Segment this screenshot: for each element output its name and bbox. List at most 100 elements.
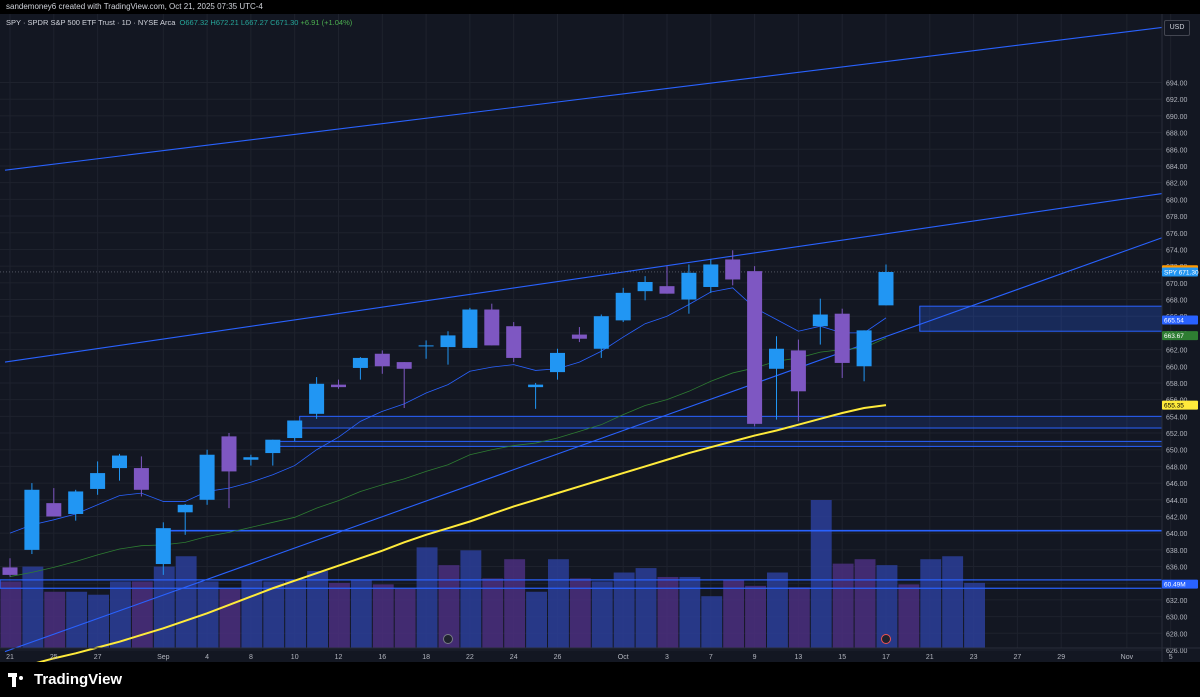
x-tick-label: 12: [335, 654, 343, 661]
volume-bar: [307, 571, 328, 648]
volume-bar: [591, 581, 613, 648]
support-zone: [919, 305, 1163, 332]
candle-body: [462, 309, 478, 348]
high-value: H672.21: [210, 18, 239, 27]
candle-body: [747, 271, 763, 424]
y-tick-label: 642.00: [1166, 514, 1188, 521]
volume-bar: [613, 572, 635, 648]
y-tick-label: 654.00: [1166, 414, 1188, 421]
y-tick-label: 668.00: [1166, 298, 1188, 305]
candle-body: [352, 357, 368, 368]
x-tick-label: 21: [926, 654, 934, 661]
volume-bar: [394, 588, 416, 648]
volume-bar: [920, 559, 942, 648]
grid-lines: [0, 14, 1200, 662]
x-tick-label: 25: [50, 654, 58, 661]
y-tick-label: 630.00: [1166, 615, 1188, 622]
y-tick-label: 670.00: [1166, 281, 1188, 288]
chart-header-bar: sandemoney6 created with TradingView.com…: [0, 0, 1200, 14]
y-tick-label: 690.00: [1166, 114, 1188, 121]
support-zone: [299, 415, 1163, 429]
volume-bar: [416, 547, 438, 648]
change-value: +6.91 (+1.04%): [300, 18, 353, 27]
candle-body: [703, 264, 719, 287]
volume-bar: [723, 579, 745, 648]
volume-bar: [175, 556, 197, 648]
x-tick-label: 15: [838, 654, 846, 661]
x-tick-label: 23: [970, 654, 978, 661]
x-tick-label: 7: [709, 654, 713, 661]
candle-body: [878, 271, 894, 306]
trend-channel: [0, 26, 1163, 653]
x-tick-label: 3: [665, 654, 669, 661]
price-chart[interactable]: 626.00628.00630.00632.00634.00636.00638.…: [0, 14, 1200, 666]
y-tick-label: 646.00: [1166, 481, 1188, 488]
volume-bar: [22, 566, 44, 648]
candle-body: [374, 353, 390, 367]
candle-body: [528, 384, 544, 388]
volume-bar: [876, 565, 898, 648]
candle-body: [615, 292, 631, 321]
price-labels: Pre 671.56SPY 671.30665.54663.67655.3560…: [1162, 265, 1199, 589]
y-tick-label: 682.00: [1166, 181, 1188, 188]
volume-bar: [788, 587, 810, 648]
chart-panel[interactable]: 626.00628.00630.00632.00634.00636.00638.…: [0, 14, 1200, 666]
tradingview-logo: TradingView: [8, 671, 122, 688]
candle-body: [287, 420, 303, 439]
volume-label-bg: [1162, 579, 1198, 589]
candles: [2, 250, 894, 577]
currency-button[interactable]: USD: [1164, 20, 1190, 36]
candle-body: [396, 362, 412, 369]
candle-body: [46, 503, 62, 517]
event-marker-icon: [443, 634, 453, 644]
y-tick-label: 652.00: [1166, 431, 1188, 438]
volume-bar: [110, 581, 131, 648]
y-tick-label: 650.00: [1166, 448, 1188, 455]
x-tick-label: 8: [249, 654, 253, 661]
candle-body: [769, 348, 784, 369]
ema-fast-line: [9, 287, 887, 534]
volume-bar: [88, 594, 109, 648]
x-tick-label: 17: [882, 654, 890, 661]
candle-body: [550, 352, 565, 373]
candle-body: [221, 436, 237, 472]
volume-bars: [0, 500, 985, 648]
volume-bar: [745, 585, 766, 648]
x-tick-label: 24: [510, 654, 518, 661]
candle-body: [243, 457, 259, 460]
candle-body: [506, 326, 522, 358]
price-label: 665.54: [1164, 318, 1184, 325]
candle-body: [24, 489, 40, 550]
volume-bar: [131, 581, 153, 648]
volume-bar: [350, 579, 372, 648]
y-tick-label: 694.00: [1166, 81, 1188, 88]
x-tick-label: 16: [378, 654, 386, 661]
channel-middle-line: [4, 192, 1163, 363]
price-label-bg: [1162, 315, 1198, 325]
volume-bar: [329, 582, 350, 648]
x-tick-label: 13: [795, 654, 803, 661]
tradingview-icon: [8, 672, 28, 687]
y-tick-label: 658.00: [1166, 381, 1188, 388]
x-tick-label: 21: [6, 654, 14, 661]
candle-body: [856, 330, 872, 367]
candle-body: [133, 468, 149, 490]
price-label: SPY 671.30: [1164, 269, 1199, 276]
y-tick-label: 644.00: [1166, 498, 1188, 505]
x-tick-label: 4: [205, 654, 209, 661]
candle-body: [681, 272, 697, 300]
x-tick-label: Oct: [618, 654, 629, 661]
candle-body: [725, 259, 741, 280]
candle-body: [199, 454, 215, 500]
candle-body: [593, 316, 609, 349]
author-credit: sandemoney6 created with TradingView.com…: [6, 2, 263, 11]
volume-bar: [0, 581, 22, 648]
channel-lower-line: [4, 237, 1163, 653]
x-tick-label: 26: [554, 654, 562, 661]
volume-bar: [460, 550, 482, 648]
brand-name: TradingView: [34, 671, 123, 688]
x-tick-label: 5: [1169, 654, 1173, 661]
candle-body: [637, 281, 653, 292]
y-tick-label: 626.00: [1166, 648, 1188, 655]
x-tick-label: Sep: [157, 654, 170, 661]
